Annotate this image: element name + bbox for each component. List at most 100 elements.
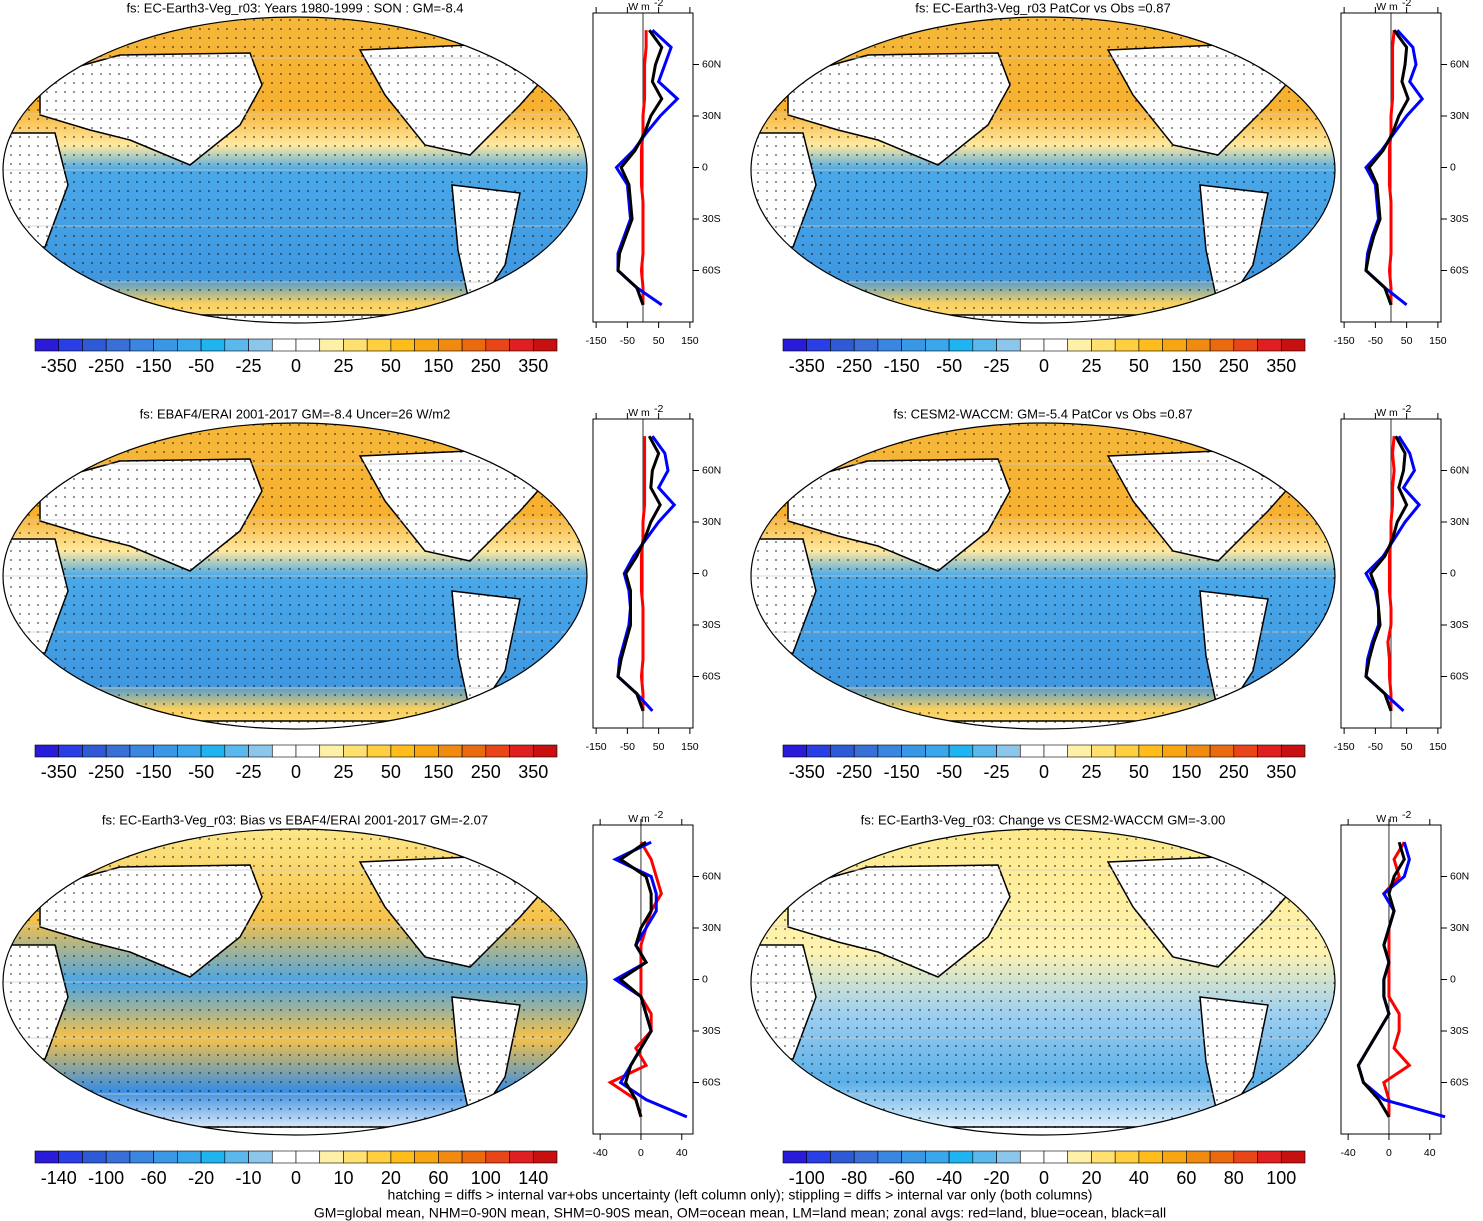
colorbar-box — [782, 1150, 808, 1164]
y-tick-label: 30S — [702, 619, 721, 631]
colorbar-label: 350 — [518, 762, 548, 782]
colorbar-box — [948, 338, 974, 352]
colorbar-box — [485, 1150, 510, 1164]
colorbar-label: 0 — [291, 1168, 301, 1188]
colorbar-box — [948, 744, 974, 758]
colorbar-box — [153, 338, 178, 352]
colorbar-box — [343, 338, 368, 352]
colorbar-box — [82, 744, 107, 758]
colorbar-box — [105, 338, 131, 352]
colorbar-box — [1233, 1150, 1258, 1164]
zonal-line — [1364, 435, 1409, 712]
zonal-line — [1364, 29, 1425, 307]
units-superscript: -2 — [654, 403, 663, 415]
colorbar-box — [972, 744, 997, 758]
colorbar-box — [129, 338, 154, 352]
zonal-line — [1386, 436, 1396, 711]
x-tick-label: -150 — [1334, 335, 1355, 347]
colorbar-box — [901, 338, 926, 352]
colorbar-box — [1091, 338, 1116, 352]
x-tick-label: 0 — [638, 1147, 644, 1159]
colorbar-box — [1043, 1150, 1069, 1164]
zonal-line — [611, 840, 688, 1119]
colorbar-box — [438, 338, 463, 352]
map — [751, 423, 1335, 729]
colorbar-box — [1280, 744, 1306, 758]
colorbar-box — [224, 744, 249, 758]
map — [751, 829, 1335, 1135]
colorbar-box — [295, 338, 321, 352]
map-border — [2, 16, 588, 324]
colorbar-label: -25 — [236, 762, 262, 782]
colorbar-box — [1209, 338, 1235, 352]
colorbar-box — [1162, 744, 1187, 758]
colorbar-label: 60 — [1176, 1168, 1196, 1188]
colorbar-box — [1019, 744, 1045, 758]
colorbar-box — [224, 338, 249, 352]
colorbar-box — [1138, 338, 1163, 352]
colorbar-box — [1162, 1150, 1187, 1164]
colorbar-box — [248, 338, 273, 352]
colorbar-box — [925, 744, 950, 758]
colorbar-label: -150 — [136, 356, 172, 376]
colorbar-box — [390, 744, 415, 758]
y-tick-label: 60S — [1450, 670, 1469, 682]
colorbar-box — [366, 338, 392, 352]
colorbar-label: 0 — [291, 356, 301, 376]
colorbar-label: -100 — [789, 1168, 825, 1188]
colorbar-box — [248, 1150, 273, 1164]
zonal-line — [614, 29, 680, 307]
y-tick-label: 0 — [702, 161, 708, 173]
y-tick-label: 30S — [702, 1025, 721, 1037]
colorbar-box — [390, 1150, 415, 1164]
y-tick-label: 0 — [1450, 567, 1456, 579]
colorbar-box — [1209, 744, 1235, 758]
colorbar-box — [853, 744, 879, 758]
colorbar-box — [129, 744, 154, 758]
colorbar-box — [224, 1150, 249, 1164]
colorbar-label: -350 — [789, 356, 825, 376]
colorbar-box — [830, 744, 855, 758]
y-tick-label: 60N — [702, 870, 721, 882]
colorbar-box — [830, 338, 855, 352]
colorbar-box — [853, 1150, 879, 1164]
x-tick-label: 0 — [1386, 1147, 1392, 1159]
x-tick-label: 50 — [1401, 335, 1413, 347]
x-tick-label: 150 — [681, 335, 699, 347]
panel-title: fs: EC-Earth3-Veg_r03: Bias vs EBAF4/ERA… — [102, 812, 488, 827]
y-tick-label: 30N — [1450, 922, 1469, 934]
colorbar-box — [129, 1150, 154, 1164]
colorbar-box — [319, 1150, 344, 1164]
colorbar-box — [1067, 744, 1092, 758]
colorbar-box — [343, 1150, 368, 1164]
colorbar-label: -50 — [188, 356, 214, 376]
colorbar-box — [461, 1150, 487, 1164]
colorbar-box — [34, 1150, 60, 1164]
colorbar-box — [295, 1150, 321, 1164]
colorbar-box — [461, 338, 487, 352]
x-tick-label: -40 — [593, 1147, 608, 1159]
colorbar-box — [248, 744, 273, 758]
x-tick-label: -50 — [620, 335, 635, 347]
panel-title: fs: EC-Earth3-Veg_r03: Years 1980-1999 :… — [126, 0, 463, 15]
colorbar-label: -250 — [88, 356, 124, 376]
x-tick-label: 50 — [653, 335, 665, 347]
colorbar-label: 350 — [518, 356, 548, 376]
colorbar-box — [105, 744, 131, 758]
colorbar-box — [1186, 338, 1211, 352]
colorbar-box — [806, 744, 831, 758]
y-tick-label: 60N — [702, 58, 721, 70]
map-border — [750, 828, 1336, 1136]
units-superscript: -2 — [1402, 403, 1411, 415]
colorbar-box — [1091, 1150, 1116, 1164]
map — [751, 17, 1335, 323]
panel-title: fs: CESM2-WACCM: GM=-5.4 PatCor vs Obs =… — [893, 406, 1192, 421]
colorbar-box — [1114, 1150, 1140, 1164]
colorbar-box — [58, 338, 83, 352]
colorbar-label: 50 — [381, 356, 401, 376]
colorbar-label: 0 — [291, 762, 301, 782]
y-tick-label: 30S — [1450, 619, 1469, 631]
y-tick-label: 0 — [1450, 973, 1456, 985]
colorbar-box — [485, 744, 510, 758]
footnote: hatching = diffs > internal var+obs unce… — [388, 1187, 1093, 1203]
